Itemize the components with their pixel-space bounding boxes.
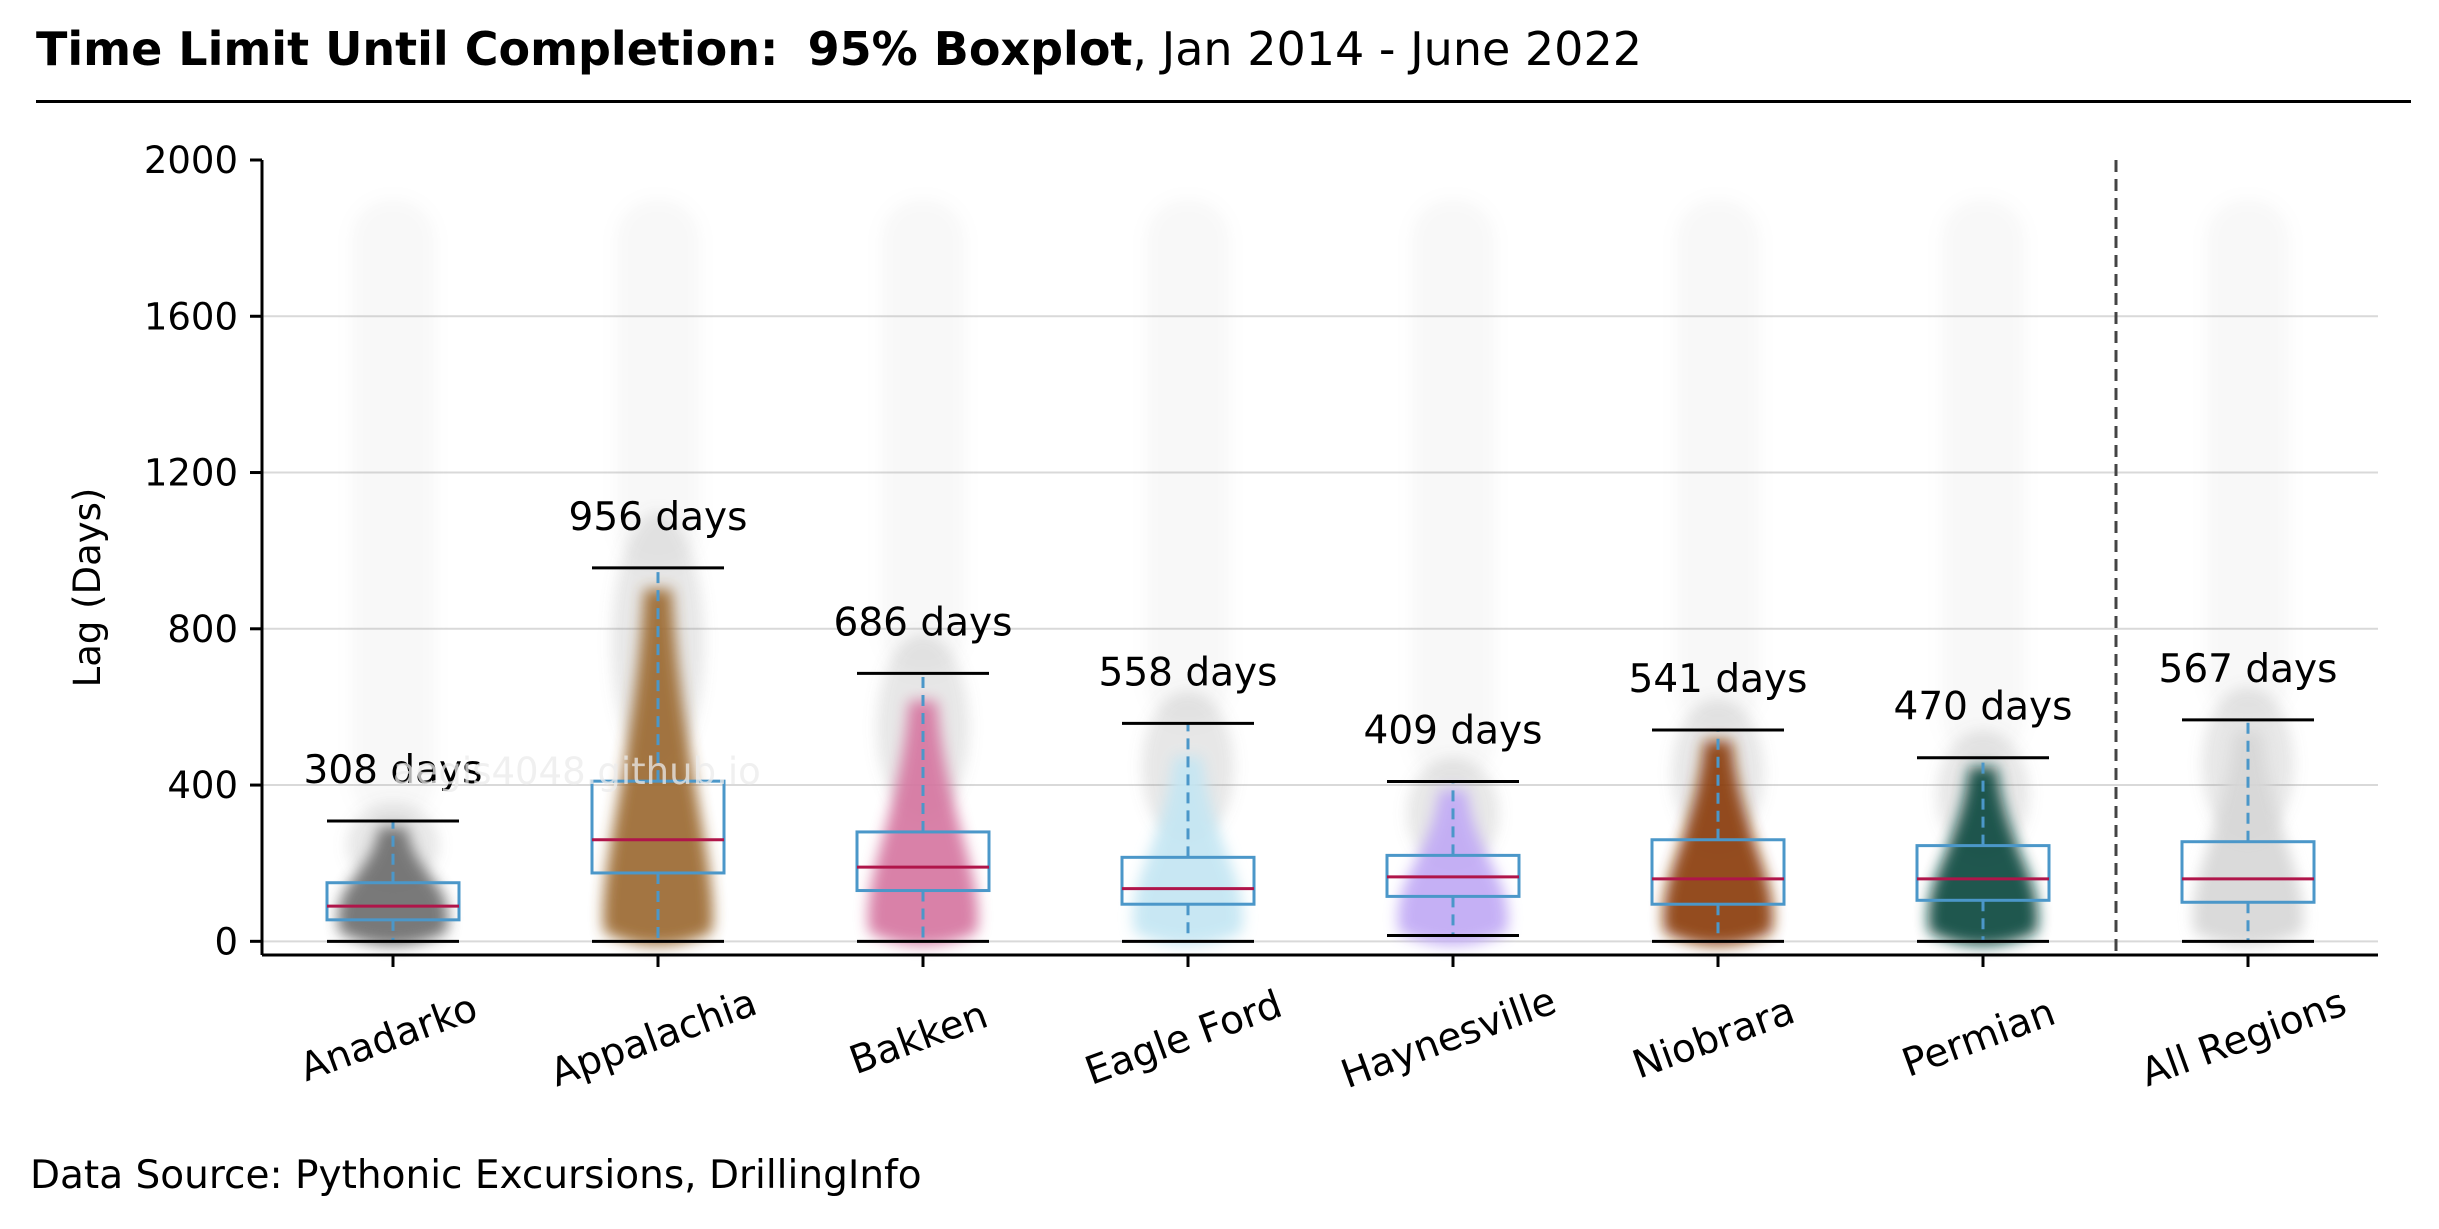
box-bakken: 686 days [834,600,1013,943]
box-anadarko: 308 days [304,748,483,943]
scatter-haze [1411,199,1495,782]
scatter-haze [351,199,435,822]
y-tick-label: 1600 [144,295,238,338]
scatter-haze [2206,199,2290,720]
scatter-haze [1676,199,1760,730]
y-axis-title: Lag (Days) [66,488,109,688]
scatter-cloud [1662,740,1774,946]
x-tick-label: Eagle Ford [1079,982,1288,1095]
box-permian: 470 days [1894,685,2073,943]
y-tick-label: 800 [167,608,238,651]
title-colon: : [760,22,779,76]
iqr-box [1650,838,1786,906]
iqr-box [590,779,726,875]
scatter-haze [616,199,700,568]
iqr-box [855,830,991,893]
whisker-value-label: 409 days [1364,709,1543,754]
whisker-value-label: 308 days [304,748,483,793]
x-tick-label: Permian [1896,990,2061,1087]
whisker-value-label: 541 days [1629,657,1808,702]
y-tick-label: 400 [167,764,238,807]
whisker-value-label: 956 days [569,495,748,540]
title-underline [36,100,2411,103]
x-tick-label: Appalachia [545,980,763,1096]
box-haynesville: 409 days [1364,709,1543,937]
box-eagle-ford: 558 days [1099,650,1278,943]
scatter-cloud [1397,789,1509,946]
whisker-value-label: 686 days [834,600,1013,645]
scatter-cloud [602,588,714,946]
iqr-box [325,881,461,922]
box-niobrara: 541 days [1629,657,1808,943]
y-tick-label: 0 [214,920,238,963]
x-tick-label: All Regions [2135,980,2352,1096]
x-tick-label: Anadarko [294,985,483,1091]
scatter-cloud [337,827,449,946]
whisker-value-label: 470 days [1894,685,2073,730]
whisker-value-label: 558 days [1099,650,1278,695]
title-bold: Time Limit Until Completion [36,22,761,76]
x-tick-label: Bakken [844,993,994,1084]
title-suffix: , Jan 2014 - June 2022 [1132,22,1642,76]
chart-title: Time Limit Until Completion: 95% Boxplot… [36,22,1642,76]
x-tick-label: Niobrara [1627,988,1801,1088]
box-all-regions: 567 days [2159,647,2338,943]
data-source-note: Data Source: Pythonic Excursions, Drilli… [30,1153,922,1198]
iqr-box [1915,844,2051,902]
title-bold-2: 95% Boxplot [807,22,1133,76]
whisker-value-label: 567 days [2159,647,2338,692]
box-appalachia: 956 days [569,495,748,943]
y-tick-label: 2000 [144,139,238,182]
point-clouds [337,199,2304,946]
x-tick-label: Haynesville [1335,979,1562,1098]
scatter-haze [1941,199,2025,758]
watermark: aegis4048.github.io [393,750,761,793]
iqr-box [2180,840,2316,904]
iqr-box [1120,855,1256,906]
scatter-haze [881,199,965,674]
scatter-haze [1146,199,1230,724]
y-tick-label: 1200 [144,452,238,495]
